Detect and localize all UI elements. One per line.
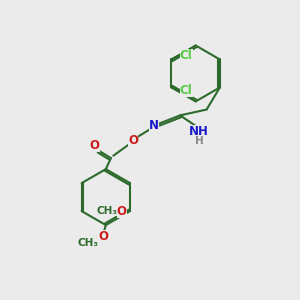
Text: Cl: Cl (180, 49, 193, 62)
Text: H: H (196, 136, 204, 146)
Text: O: O (117, 205, 127, 218)
Text: O: O (90, 139, 100, 152)
Text: O: O (98, 230, 109, 243)
Text: N: N (148, 119, 159, 132)
Text: NH: NH (189, 125, 209, 138)
Text: CH₃: CH₃ (78, 238, 99, 248)
Text: CH₃: CH₃ (96, 206, 117, 216)
Text: Cl: Cl (180, 84, 193, 97)
Text: O: O (128, 134, 138, 147)
